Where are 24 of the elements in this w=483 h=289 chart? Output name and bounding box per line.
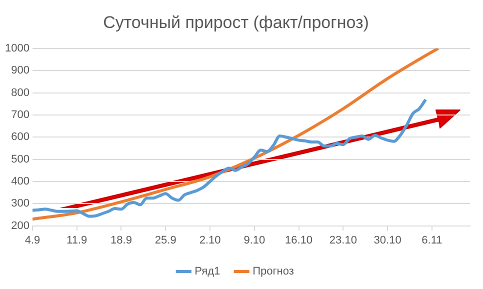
- y-tick-label: 500: [11, 153, 30, 166]
- y-tick-label: 700: [11, 108, 30, 121]
- x-tick-label: 6.11: [422, 234, 442, 246]
- y-tick-label: 200: [11, 220, 30, 232]
- y-tick-label: 400: [11, 175, 30, 188]
- chart-title: Суточный прирост (факт/прогноз): [103, 12, 369, 32]
- x-tick-label: 30.10: [374, 234, 402, 246]
- y-tick-label: 600: [11, 131, 30, 144]
- y-tick-label: 1000: [4, 42, 30, 54]
- x-tick-label: 25.9: [154, 234, 176, 246]
- x-tick-label: 23.10: [329, 234, 357, 246]
- y-tick-label: 300: [11, 198, 30, 210]
- y-tick-label: 900: [11, 64, 30, 77]
- x-tick-label: 11.9: [66, 234, 88, 246]
- x-tick-label: 18.9: [110, 234, 132, 246]
- y-tick-label: 800: [11, 86, 30, 99]
- x-tick-label: 4.9: [24, 234, 40, 246]
- x-tick-label: 16.10: [285, 234, 313, 246]
- line-series: [32, 98, 428, 218]
- legend-label: Прогноз: [252, 266, 294, 278]
- x-tick-label: 2.10: [199, 234, 221, 246]
- x-tick-label: 9.10: [244, 234, 266, 246]
- legend-label: Ряд1: [194, 266, 220, 278]
- line-series: [32, 48, 440, 221]
